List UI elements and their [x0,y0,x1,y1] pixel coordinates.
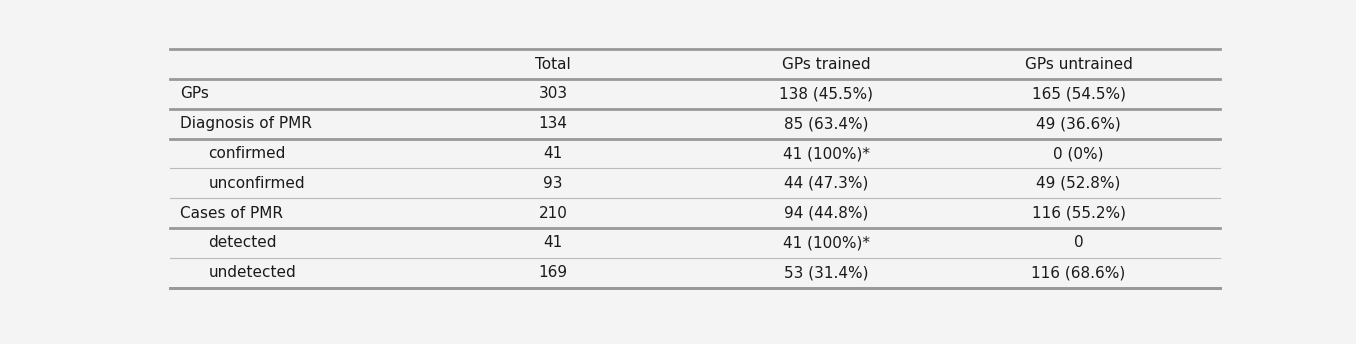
Text: 134: 134 [538,116,568,131]
Text: 44 (47.3%): 44 (47.3%) [784,176,868,191]
Text: 165 (54.5%): 165 (54.5%) [1032,86,1125,101]
Text: Cases of PMR: Cases of PMR [180,206,283,221]
Text: detected: detected [209,235,277,250]
Text: 210: 210 [538,206,568,221]
Text: 41 (100%)*: 41 (100%)* [782,146,869,161]
Text: 138 (45.5%): 138 (45.5%) [780,86,873,101]
Text: GPs: GPs [180,86,209,101]
Text: unconfirmed: unconfirmed [209,176,305,191]
Text: 41: 41 [544,235,563,250]
Text: GPs untrained: GPs untrained [1025,57,1132,72]
Text: 94 (44.8%): 94 (44.8%) [784,206,868,221]
Text: 116 (68.6%): 116 (68.6%) [1032,265,1125,280]
Text: 0 (0%): 0 (0%) [1054,146,1104,161]
Text: 49 (52.8%): 49 (52.8%) [1036,176,1120,191]
Text: Diagnosis of PMR: Diagnosis of PMR [180,116,312,131]
Text: 85 (63.4%): 85 (63.4%) [784,116,869,131]
Text: 53 (31.4%): 53 (31.4%) [784,265,869,280]
Text: Total: Total [536,57,571,72]
Text: 0: 0 [1074,235,1083,250]
Text: 41 (100%)*: 41 (100%)* [782,235,869,250]
Text: GPs trained: GPs trained [782,57,871,72]
Text: 41: 41 [544,146,563,161]
Text: confirmed: confirmed [209,146,286,161]
Text: 116 (55.2%): 116 (55.2%) [1032,206,1125,221]
Text: 49 (36.6%): 49 (36.6%) [1036,116,1121,131]
Text: 169: 169 [538,265,568,280]
Text: 303: 303 [538,86,568,101]
Text: 93: 93 [544,176,563,191]
Text: undetected: undetected [209,265,296,280]
